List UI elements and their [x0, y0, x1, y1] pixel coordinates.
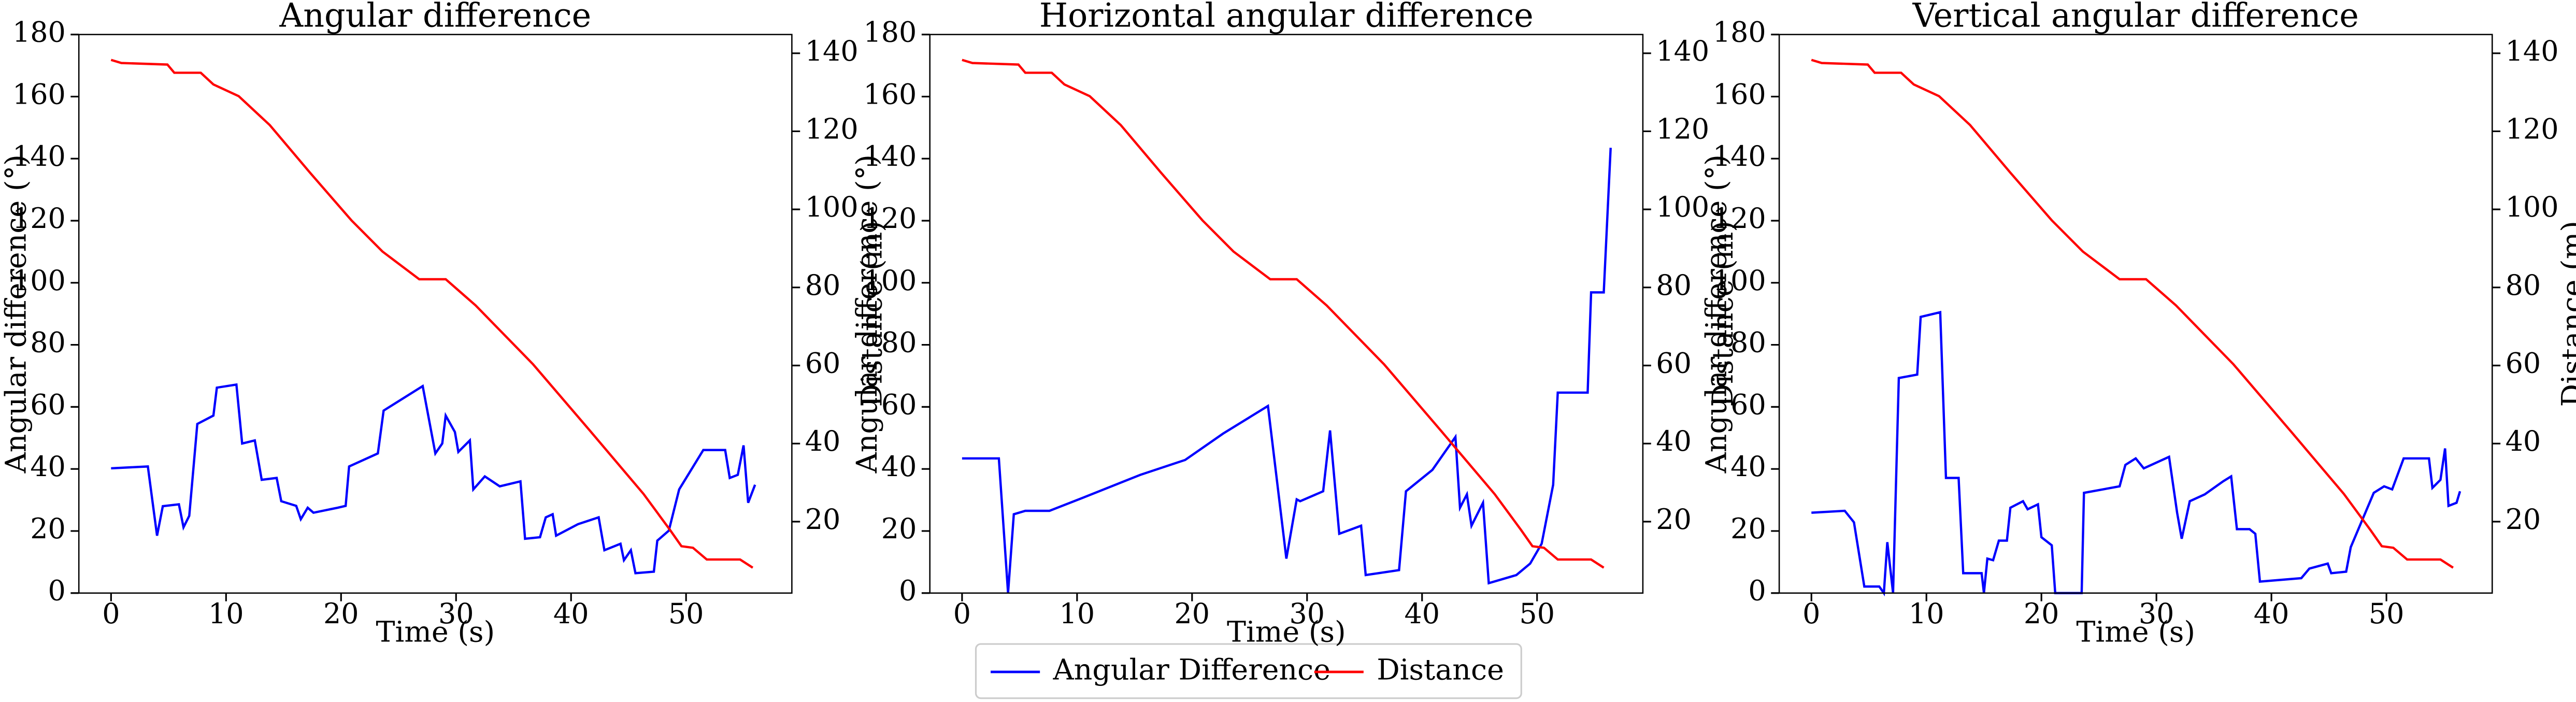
x-tick-label: 40 — [1404, 597, 1440, 630]
plot-frame — [1778, 34, 2493, 594]
y2-tick-label: 60 — [805, 347, 841, 380]
y2-tick-label: 40 — [1656, 425, 1692, 457]
legend: Angular Difference Distance — [975, 643, 1522, 699]
y-tick-label: 80 — [881, 326, 917, 359]
y-tick-label: 120 — [12, 202, 66, 235]
chart-title: Angular difference — [279, 0, 591, 34]
y-tick-label: 0 — [48, 575, 66, 607]
y2-axis-label: Distance (m) — [1706, 221, 1740, 407]
y-tick-label: 60 — [30, 388, 66, 421]
data-line — [962, 59, 1605, 569]
y2-tick-label: 140 — [2506, 35, 2559, 67]
y2-tick-label: 140 — [805, 35, 858, 67]
data-line — [111, 383, 756, 575]
y-tick-label: 180 — [863, 16, 917, 49]
y-tick-label: 160 — [863, 78, 917, 110]
y2-tick-label: 80 — [2506, 269, 2541, 302]
y2-tick-label: 80 — [805, 269, 841, 302]
y2-tick-label: 140 — [1656, 35, 1709, 67]
y-tick-label: 140 — [12, 140, 66, 173]
y-tick-label: 160 — [1713, 78, 1766, 110]
y-tick-label: 20 — [1730, 512, 1766, 545]
y-tick-label: 60 — [881, 388, 917, 421]
y-tick-label: 20 — [30, 512, 66, 545]
y-tick-label: 40 — [881, 450, 917, 483]
x-tick-label: 10 — [208, 597, 244, 630]
x-tick-label: 0 — [1802, 597, 1820, 630]
legend-label: Distance — [1377, 653, 1504, 686]
x-axis-label: Time (s) — [376, 615, 495, 649]
chart-title: Horizontal angular difference — [1039, 0, 1534, 34]
y-tick-label: 100 — [12, 264, 66, 297]
y2-tick-label: 20 — [805, 503, 841, 536]
x-tick-label: 0 — [953, 597, 971, 630]
y-axis-label: Angular difference (°) — [1699, 154, 1733, 474]
y-tick-label: 140 — [1713, 140, 1766, 173]
y-tick-label: 0 — [1748, 575, 1766, 607]
y2-tick-label: 40 — [2506, 425, 2541, 457]
y-tick-label: 100 — [863, 264, 917, 297]
x-tick-label: 40 — [2254, 597, 2289, 630]
x-tick-label: 10 — [1060, 597, 1095, 630]
y2-tick-label: 100 — [805, 191, 858, 223]
y-tick-label: 120 — [863, 202, 917, 235]
data-line — [962, 148, 1612, 593]
x-tick-label: 20 — [2024, 597, 2059, 630]
y-axis-label: Angular difference (°) — [0, 154, 33, 474]
y-tick-label: 180 — [1713, 16, 1766, 49]
y2-tick-label: 100 — [1656, 191, 1709, 223]
data-line — [1811, 59, 2454, 569]
y-tick-label: 80 — [1730, 326, 1766, 359]
x-axis-label: Time (s) — [2076, 615, 2195, 649]
y2-tick-label: 20 — [2506, 503, 2541, 536]
y2-tick-label: 40 — [805, 425, 841, 457]
y2-tick-label: 20 — [1656, 503, 1692, 536]
y-tick-label: 140 — [863, 140, 917, 173]
y2-tick-label: 120 — [2506, 112, 2559, 145]
chart-title: Vertical angular difference — [1912, 0, 2359, 34]
plot-frame — [929, 34, 1644, 594]
y-tick-label: 80 — [30, 326, 66, 359]
x-axis-label: Time (s) — [1227, 615, 1346, 649]
y2-tick-label: 120 — [805, 112, 858, 145]
x-tick-label: 0 — [102, 597, 120, 630]
y2-tick-label: 100 — [2506, 191, 2559, 223]
x-tick-label: 20 — [1175, 597, 1210, 630]
y-tick-label: 40 — [1730, 450, 1766, 483]
x-tick-label: 50 — [2369, 597, 2405, 630]
y-tick-label: 0 — [899, 575, 917, 607]
x-tick-label: 30 — [438, 597, 474, 630]
y-tick-label: 120 — [1713, 202, 1766, 235]
data-line — [1811, 310, 2461, 597]
y2-tick-label: 80 — [1656, 269, 1692, 302]
x-tick-label: 30 — [1289, 597, 1325, 630]
y2-tick-label: 120 — [1656, 112, 1709, 145]
y-tick-label: 40 — [30, 450, 66, 483]
y2-axis-label: Distance (m) — [2555, 221, 2576, 407]
y2-tick-label: 60 — [1656, 347, 1692, 380]
legend-label: Angular Difference — [1053, 653, 1331, 686]
x-tick-label: 10 — [1909, 597, 1944, 630]
y2-axis-label: Distance (m) — [855, 221, 889, 407]
x-tick-label: 50 — [1519, 597, 1555, 630]
plot-frame — [78, 34, 793, 594]
legend-box — [975, 643, 1522, 699]
y-tick-label: 160 — [12, 78, 66, 110]
y-tick-label: 180 — [12, 16, 66, 49]
x-tick-label: 20 — [323, 597, 359, 630]
x-tick-label: 40 — [553, 597, 589, 630]
y-axis-label: Angular difference (°) — [850, 154, 884, 474]
y-tick-label: 60 — [1730, 388, 1766, 421]
data-line — [110, 59, 754, 569]
y2-tick-label: 60 — [2506, 347, 2541, 380]
y-tick-label: 100 — [1713, 264, 1766, 297]
x-tick-label: 50 — [668, 597, 704, 630]
x-tick-label: 30 — [2139, 597, 2174, 630]
y-tick-label: 20 — [881, 512, 917, 545]
